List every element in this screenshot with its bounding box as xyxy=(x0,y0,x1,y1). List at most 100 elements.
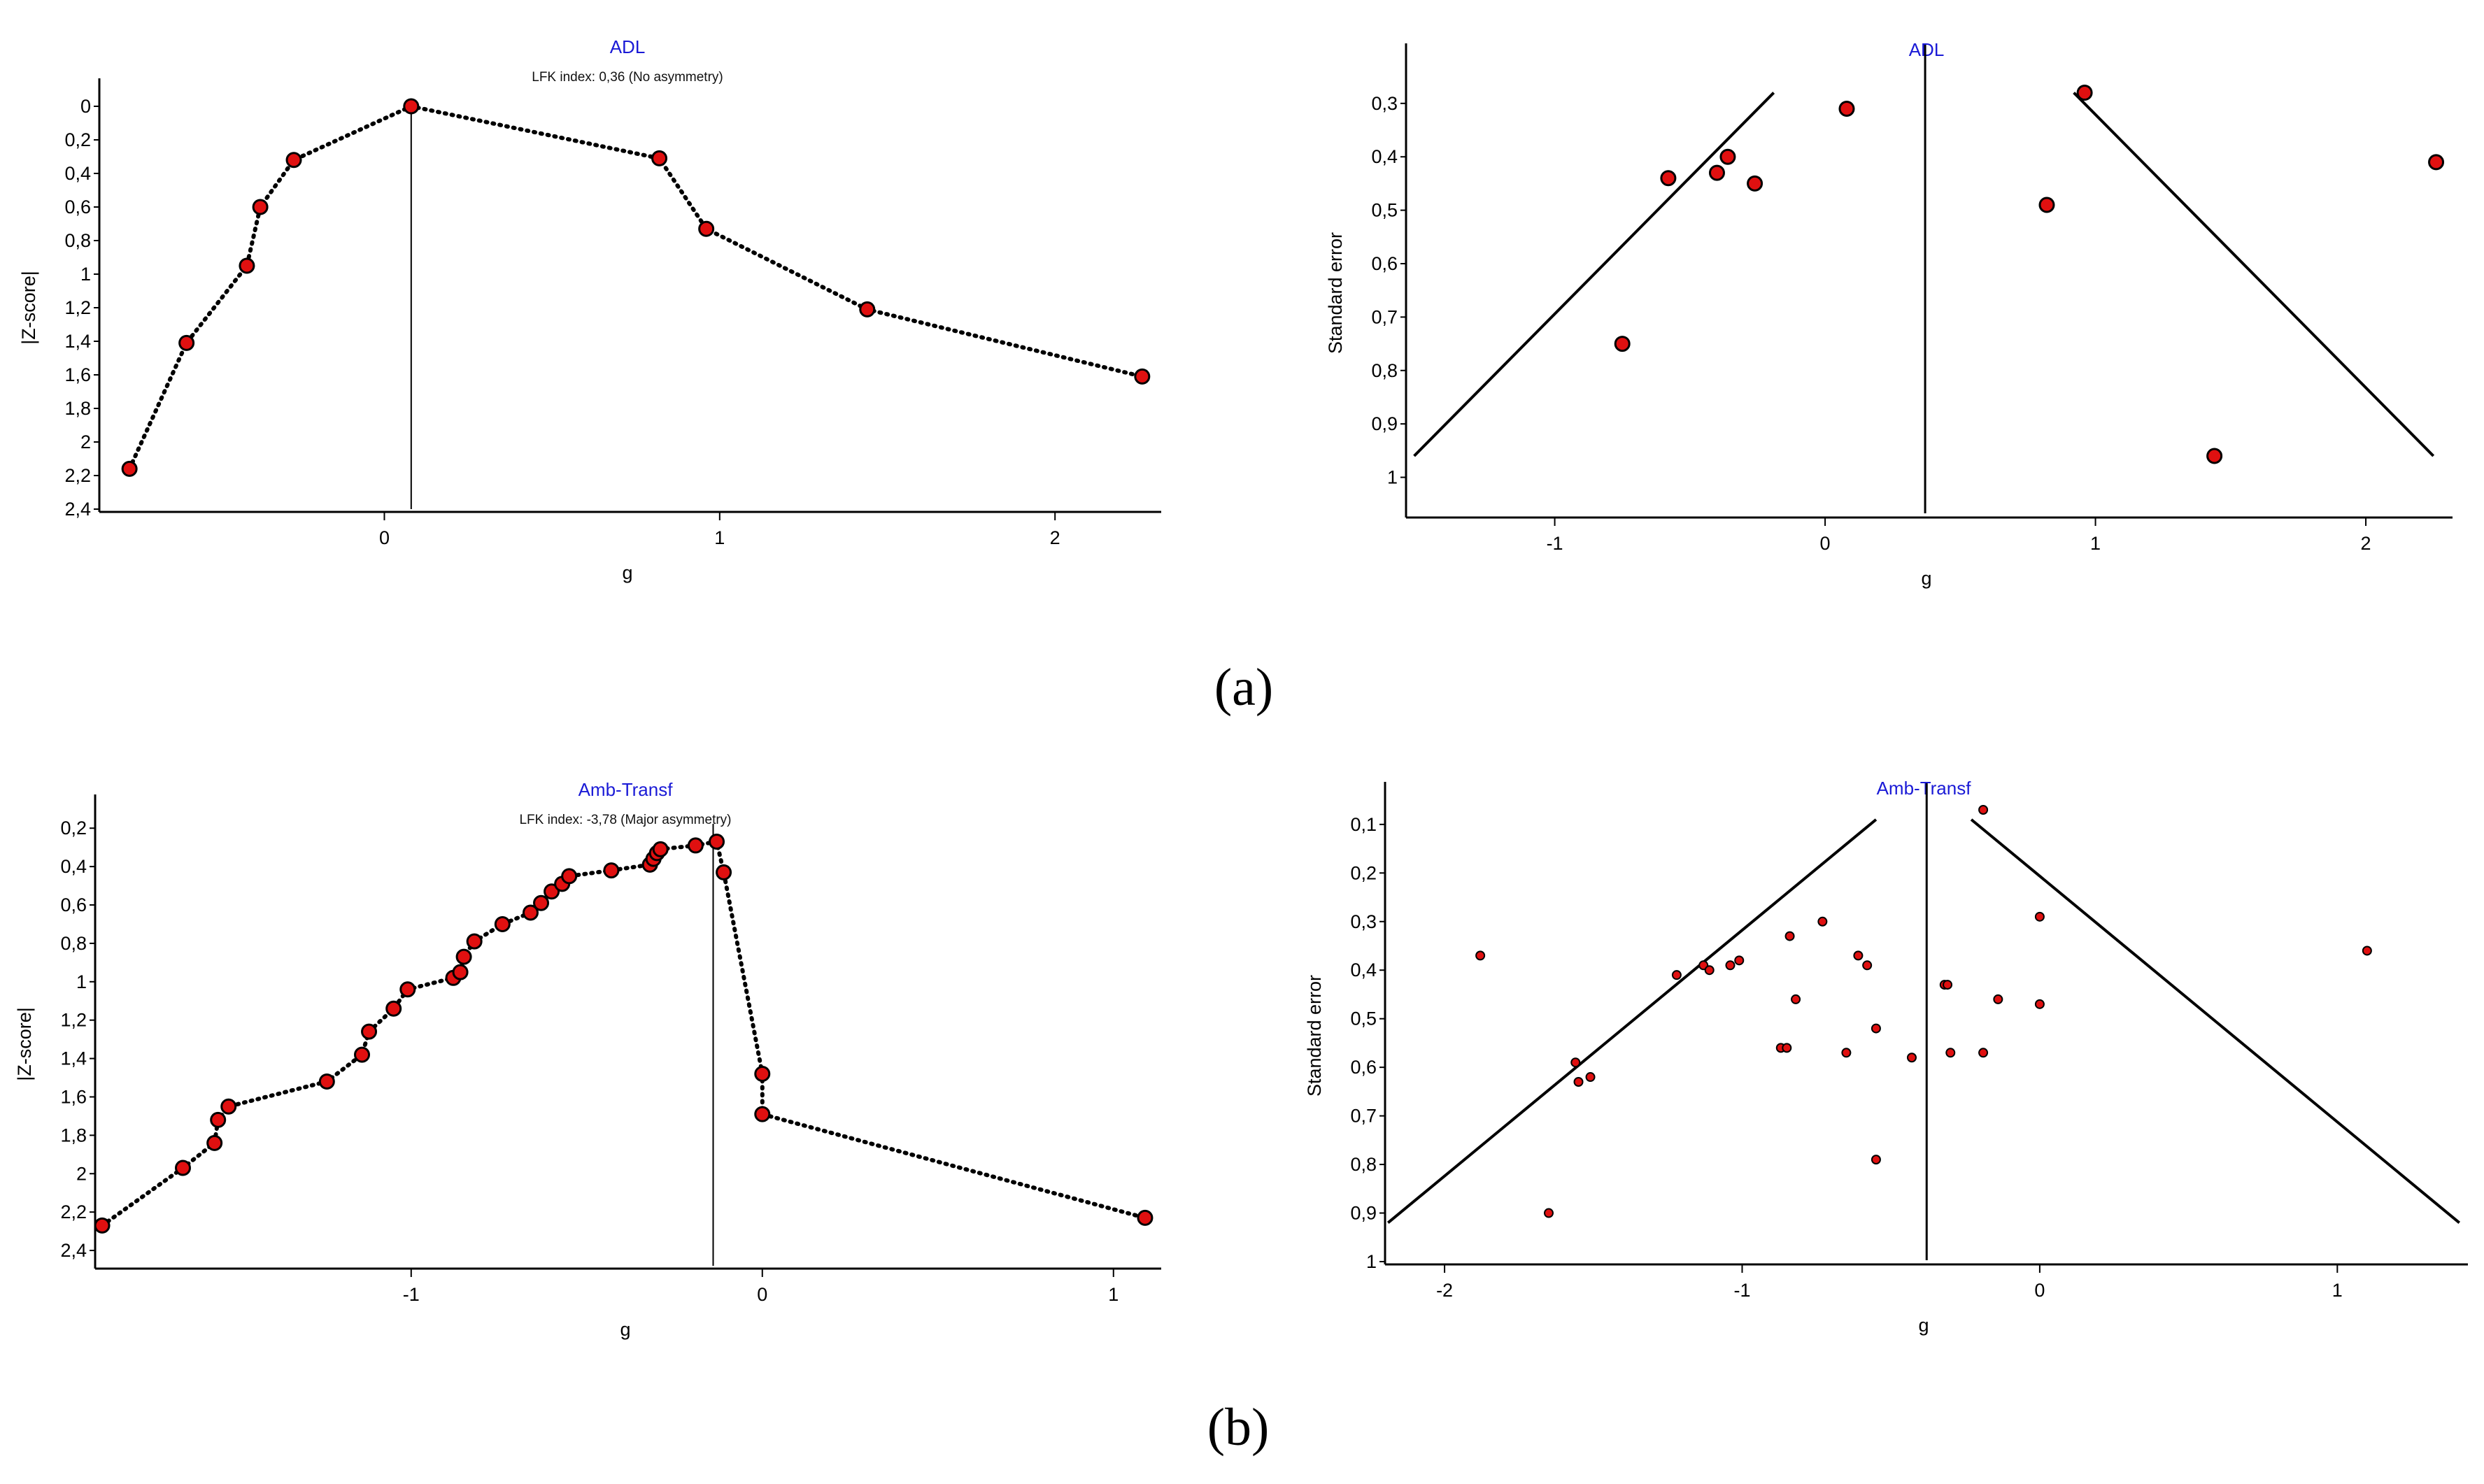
data-point xyxy=(2034,911,2045,922)
data-point xyxy=(2206,448,2223,464)
series-line xyxy=(127,104,1144,471)
data-point xyxy=(754,1106,771,1122)
data-point xyxy=(1570,1057,1581,1068)
chart-title: Amb-Transf xyxy=(1877,778,1972,799)
y-tick-label: 1 xyxy=(1366,1251,1377,1272)
y-tick-label: 0,4 xyxy=(1371,146,1398,167)
data-point xyxy=(1978,805,1989,815)
x-tick-label: -2 xyxy=(1436,1280,1453,1301)
data-point xyxy=(318,1073,335,1090)
data-point xyxy=(206,1134,223,1151)
data-point xyxy=(2362,946,2372,956)
y-tick-label: 0,2 xyxy=(1350,862,1377,883)
x-tick-label: 0 xyxy=(1820,533,1831,554)
y-tick-label: 0,9 xyxy=(1371,413,1398,434)
data-point xyxy=(252,199,269,215)
y-tick-label: 2,2 xyxy=(60,1201,87,1222)
y-tick-label: 0,4 xyxy=(60,856,87,877)
y-tick-label: 0,4 xyxy=(64,163,91,184)
y-axis-label: |Z-score| xyxy=(18,271,39,345)
data-point xyxy=(2038,197,2055,213)
panel-label-a: (a) xyxy=(1214,658,1274,717)
data-point xyxy=(1784,931,1795,941)
data-point xyxy=(361,1023,378,1040)
x-axis-label: g xyxy=(622,562,632,583)
x-tick-label: 0 xyxy=(757,1284,767,1305)
x-tick-label: -1 xyxy=(1547,533,1563,554)
x-tick-label: 2 xyxy=(2361,533,2371,554)
data-point xyxy=(1708,164,1725,181)
data-point xyxy=(452,964,469,980)
data-point xyxy=(1817,916,1828,927)
y-tick-label: 0,2 xyxy=(64,129,91,150)
funnel-left-boundary xyxy=(1386,818,1878,1224)
data-point xyxy=(1585,1072,1596,1083)
data-point xyxy=(178,334,195,351)
data-point xyxy=(210,1111,227,1128)
y-tick-label: 2 xyxy=(76,1163,87,1184)
y-tick-label: 0,5 xyxy=(1350,1008,1377,1029)
data-point xyxy=(754,1066,771,1083)
y-tick-label: 2,4 xyxy=(64,499,91,520)
y-tick-label: 1 xyxy=(76,971,87,992)
data-point xyxy=(698,220,715,237)
data-point xyxy=(1782,1043,1792,1053)
data-point xyxy=(1660,170,1677,187)
x-tick-label: 1 xyxy=(1108,1284,1119,1305)
y-tick-label: 0,7 xyxy=(1371,306,1398,327)
data-point xyxy=(1791,994,1801,1004)
data-point xyxy=(2034,999,2045,1009)
y-tick-label: 0,6 xyxy=(1371,253,1398,274)
data-point xyxy=(1871,1155,1881,1165)
data-point xyxy=(652,841,669,857)
data-point xyxy=(94,1217,111,1234)
data-point xyxy=(1725,960,1736,971)
data-point xyxy=(385,1000,402,1017)
data-point xyxy=(2428,154,2445,171)
y-tick-label: 0,6 xyxy=(60,894,87,915)
data-point xyxy=(1719,148,1736,165)
data-point xyxy=(1838,100,1855,117)
y-tick-label: 1,8 xyxy=(60,1125,87,1146)
chart-title: ADL xyxy=(610,36,646,57)
x-axis-label: g xyxy=(1918,1315,1929,1336)
x-tick-label: 1 xyxy=(2332,1280,2343,1301)
y-tick-label: 0,3 xyxy=(1350,911,1377,932)
y-tick-label: 1,4 xyxy=(64,331,91,352)
data-point xyxy=(174,1160,191,1176)
funnel-left-boundary xyxy=(1413,92,1775,457)
data-point xyxy=(1734,955,1745,966)
data-point xyxy=(354,1046,371,1063)
data-point xyxy=(121,460,138,477)
y-tick-label: 0,4 xyxy=(1350,959,1377,980)
y-tick-label: 2 xyxy=(80,431,91,452)
y-tick-label: 0,5 xyxy=(1371,200,1398,221)
y-tick-label: 1,4 xyxy=(60,1048,87,1069)
amb-doi-plot: Amb-Transf LFK index: -3,78 (Major asymme… xyxy=(14,779,1161,1340)
data-point xyxy=(2076,85,2093,101)
data-point xyxy=(1841,1048,1852,1058)
chart-title: ADL xyxy=(1909,39,1945,60)
adl-funnel-plot: ADL 0,3 0,4 0,5 0,6 0,7 0,8 0,9 1 -1 0 1 2 g Standard … xyxy=(1325,39,2453,589)
x-tick-label: -1 xyxy=(403,1284,420,1305)
x-tick-label: 1 xyxy=(714,527,725,548)
data-point xyxy=(494,915,511,932)
y-axis-label: Standard error xyxy=(1325,232,1346,354)
data-point xyxy=(651,150,668,166)
data-point xyxy=(1747,175,1763,192)
adl-doi-plot: ADL LFK index: 0,36 (No asymmetry) 0 0,2 0,4… xyxy=(18,36,1161,583)
y-tick-label: 1,6 xyxy=(60,1086,87,1107)
funnel-right-boundary xyxy=(2073,92,2435,457)
y-tick-label: 0 xyxy=(80,96,91,117)
y-tick-label: 0,3 xyxy=(1371,93,1398,114)
y-tick-label: 0,1 xyxy=(1350,814,1377,835)
y-tick-label: 0,8 xyxy=(1350,1154,1377,1175)
data-point xyxy=(1993,994,2003,1004)
y-tick-label: 0,6 xyxy=(64,197,91,217)
y-tick-label: 0,7 xyxy=(1350,1106,1377,1127)
data-point xyxy=(1671,970,1682,980)
data-point xyxy=(1137,1209,1154,1226)
data-point xyxy=(1945,1048,1956,1058)
x-tick-label: 2 xyxy=(1050,527,1060,548)
